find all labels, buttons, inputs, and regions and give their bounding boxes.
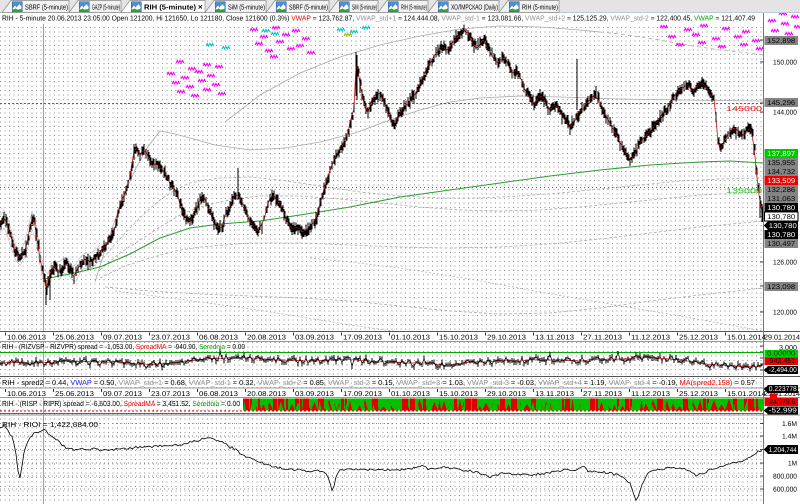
svg-text:GAZP (5-minute): GAZP (5-minute) [92, 3, 120, 12]
svg-text:0.223778: 0.223778 [769, 386, 797, 393]
svg-text:130,780: 130,780 [767, 205, 795, 212]
svg-text:145,296: 145,296 [767, 100, 795, 107]
svg-text:RIH - (RIZVSP - RIZVPR) spread: RIH - (RIZVSP - RIZVPR) spread = -1,053.… [2, 342, 245, 351]
svg-text:17.09.2013: 17.09.2013 [343, 335, 382, 342]
svg-text:25.12.2013: 25.12.2013 [679, 335, 718, 342]
svg-text:15.01.2014: 15.01.2014 [727, 335, 766, 342]
svg-text:RIH - RIOI = 1,422,684.00: RIH - RIOI = 1,422,684.00 [2, 420, 98, 429]
svg-text:11.12.2013: 11.12.2013 [631, 391, 670, 398]
svg-text:10.06.2013: 10.06.2013 [7, 391, 46, 398]
svg-text:25.06.2013: 25.06.2013 [55, 391, 94, 398]
svg-text:×: × [198, 3, 203, 12]
svg-text:130,780: 130,780 [769, 223, 797, 230]
svg-text:SiM (5-minute): SiM (5-minute) [228, 3, 265, 12]
svg-text:1M: 1M [788, 461, 797, 468]
svg-text:130,780: 130,780 [767, 232, 795, 239]
svg-text:126,000: 126,000 [773, 260, 797, 267]
svg-text:09.07.2013: 09.07.2013 [103, 335, 142, 342]
svg-text:-24,979.6: -24,979.6 [767, 399, 795, 406]
svg-text:25.06.2013: 25.06.2013 [55, 335, 94, 342]
svg-text:10.06.2013: 10.06.2013 [7, 335, 46, 342]
svg-text:27.11.2013: 27.11.2013 [583, 391, 622, 398]
svg-text:150,000: 150,000 [773, 60, 797, 67]
svg-text:3,000: 3,000 [779, 345, 797, 352]
svg-text:13.11.2013: 13.11.2013 [535, 391, 574, 398]
svg-text:25.12.2013: 25.12.2013 [679, 391, 718, 398]
svg-text:20.08.2013: 20.08.2013 [247, 335, 286, 342]
svg-text:13.11.2013: 13.11.2013 [535, 335, 574, 342]
svg-text:15.10.2013: 15.10.2013 [439, 335, 478, 342]
svg-text:29.10.2013: 29.10.2013 [487, 335, 526, 342]
svg-text:11.12.2013: 11.12.2013 [631, 335, 670, 342]
svg-text:145000: 145000 [726, 106, 762, 113]
svg-text:01.10.2013: 01.10.2013 [391, 391, 430, 398]
svg-text:27.11.2013: 27.11.2013 [583, 335, 622, 342]
svg-text:0.00000: 0.00000 [767, 351, 795, 358]
svg-text:133,509: 133,509 [767, 178, 795, 185]
svg-text:RIH (5-minute): RIH (5-minute) [401, 3, 427, 12]
svg-text:SBRF (5-minute): SBRF (5-minute) [289, 3, 328, 12]
svg-text:-2,494.00: -2,494.00 [769, 367, 797, 374]
svg-text:29.01.2014: 29.01.2014 [764, 391, 800, 398]
svg-text:23.07.2013: 23.07.2013 [151, 391, 190, 398]
svg-text:135000: 135000 [726, 188, 762, 195]
svg-text:123,098: 123,098 [767, 284, 795, 291]
svg-text:06.08.2013: 06.08.2013 [199, 391, 238, 398]
svg-text:RIH - (RISP - RIPR) spread = -: RIH - (RISP - RIPR) spread = -6,603.00, … [2, 399, 240, 408]
svg-text:800,000: 800,000 [773, 474, 797, 481]
svg-text:03.09.2013: 03.09.2013 [295, 391, 334, 398]
svg-text:130,497: 130,497 [767, 241, 795, 248]
svg-text:23.07.2013: 23.07.2013 [151, 335, 190, 342]
svg-text:SiM (5-minute): SiM (5-minute) [352, 3, 377, 12]
svg-text:1,204,744: 1,204,744 [769, 447, 797, 454]
svg-text:144,000: 144,000 [773, 110, 797, 117]
svg-text:600,000: 600,000 [773, 487, 797, 494]
svg-text:-942.451: -942.451 [767, 358, 795, 365]
svg-text:20.08.2013: 20.08.2013 [247, 391, 286, 398]
svg-text:17.09.2013: 17.09.2013 [343, 391, 382, 398]
svg-text:29.10.2013: 29.10.2013 [487, 391, 526, 398]
svg-text:130,780: 130,780 [767, 214, 795, 221]
svg-text:RIH (5-minute): RIH (5-minute) [144, 3, 197, 12]
svg-text:03.09.2013: 03.09.2013 [295, 335, 334, 342]
svg-text:15.01.2014: 15.01.2014 [727, 391, 766, 398]
svg-text:SBRF (5-minute): SBRF (5-minute) [25, 3, 68, 12]
svg-text:132,286: 132,286 [767, 187, 795, 194]
svg-text:ХОЛМРСКАО (Daily): ХОЛМРСКАО (Daily) [451, 3, 498, 12]
svg-text:120,000: 120,000 [773, 310, 797, 317]
svg-text:135,955: 135,955 [767, 160, 795, 167]
svg-text:131,063: 131,063 [767, 196, 795, 203]
svg-text:RIH - 5-minute 20.06.2013 23:0: RIH - 5-minute 20.06.2013 23:05:00 Open … [2, 14, 755, 23]
svg-text:1.4M: 1.4M [782, 434, 797, 441]
svg-text:134,732: 134,732 [767, 169, 795, 176]
svg-text:152,898: 152,898 [767, 38, 795, 45]
svg-text:15.10.2013: 15.10.2013 [439, 391, 478, 398]
svg-text:137,897: 137,897 [767, 151, 795, 158]
svg-text:RIH - spred2 = 0.44, VWAP = 0.: RIH - spred2 = 0.44, VWAP = 0.50, VWAP_s… [2, 378, 755, 387]
svg-text:-52,999: -52,999 [769, 408, 797, 415]
svg-text:RIH (5-minute): RIH (5-minute) [522, 3, 558, 12]
svg-text:29.01.2014: 29.01.2014 [764, 335, 800, 342]
svg-text:01.10.2013: 01.10.2013 [391, 335, 430, 342]
svg-text:09.07.2013: 09.07.2013 [103, 391, 142, 398]
svg-text:1.6M: 1.6M [782, 421, 797, 428]
svg-text:06.08.2013: 06.08.2013 [199, 335, 238, 342]
